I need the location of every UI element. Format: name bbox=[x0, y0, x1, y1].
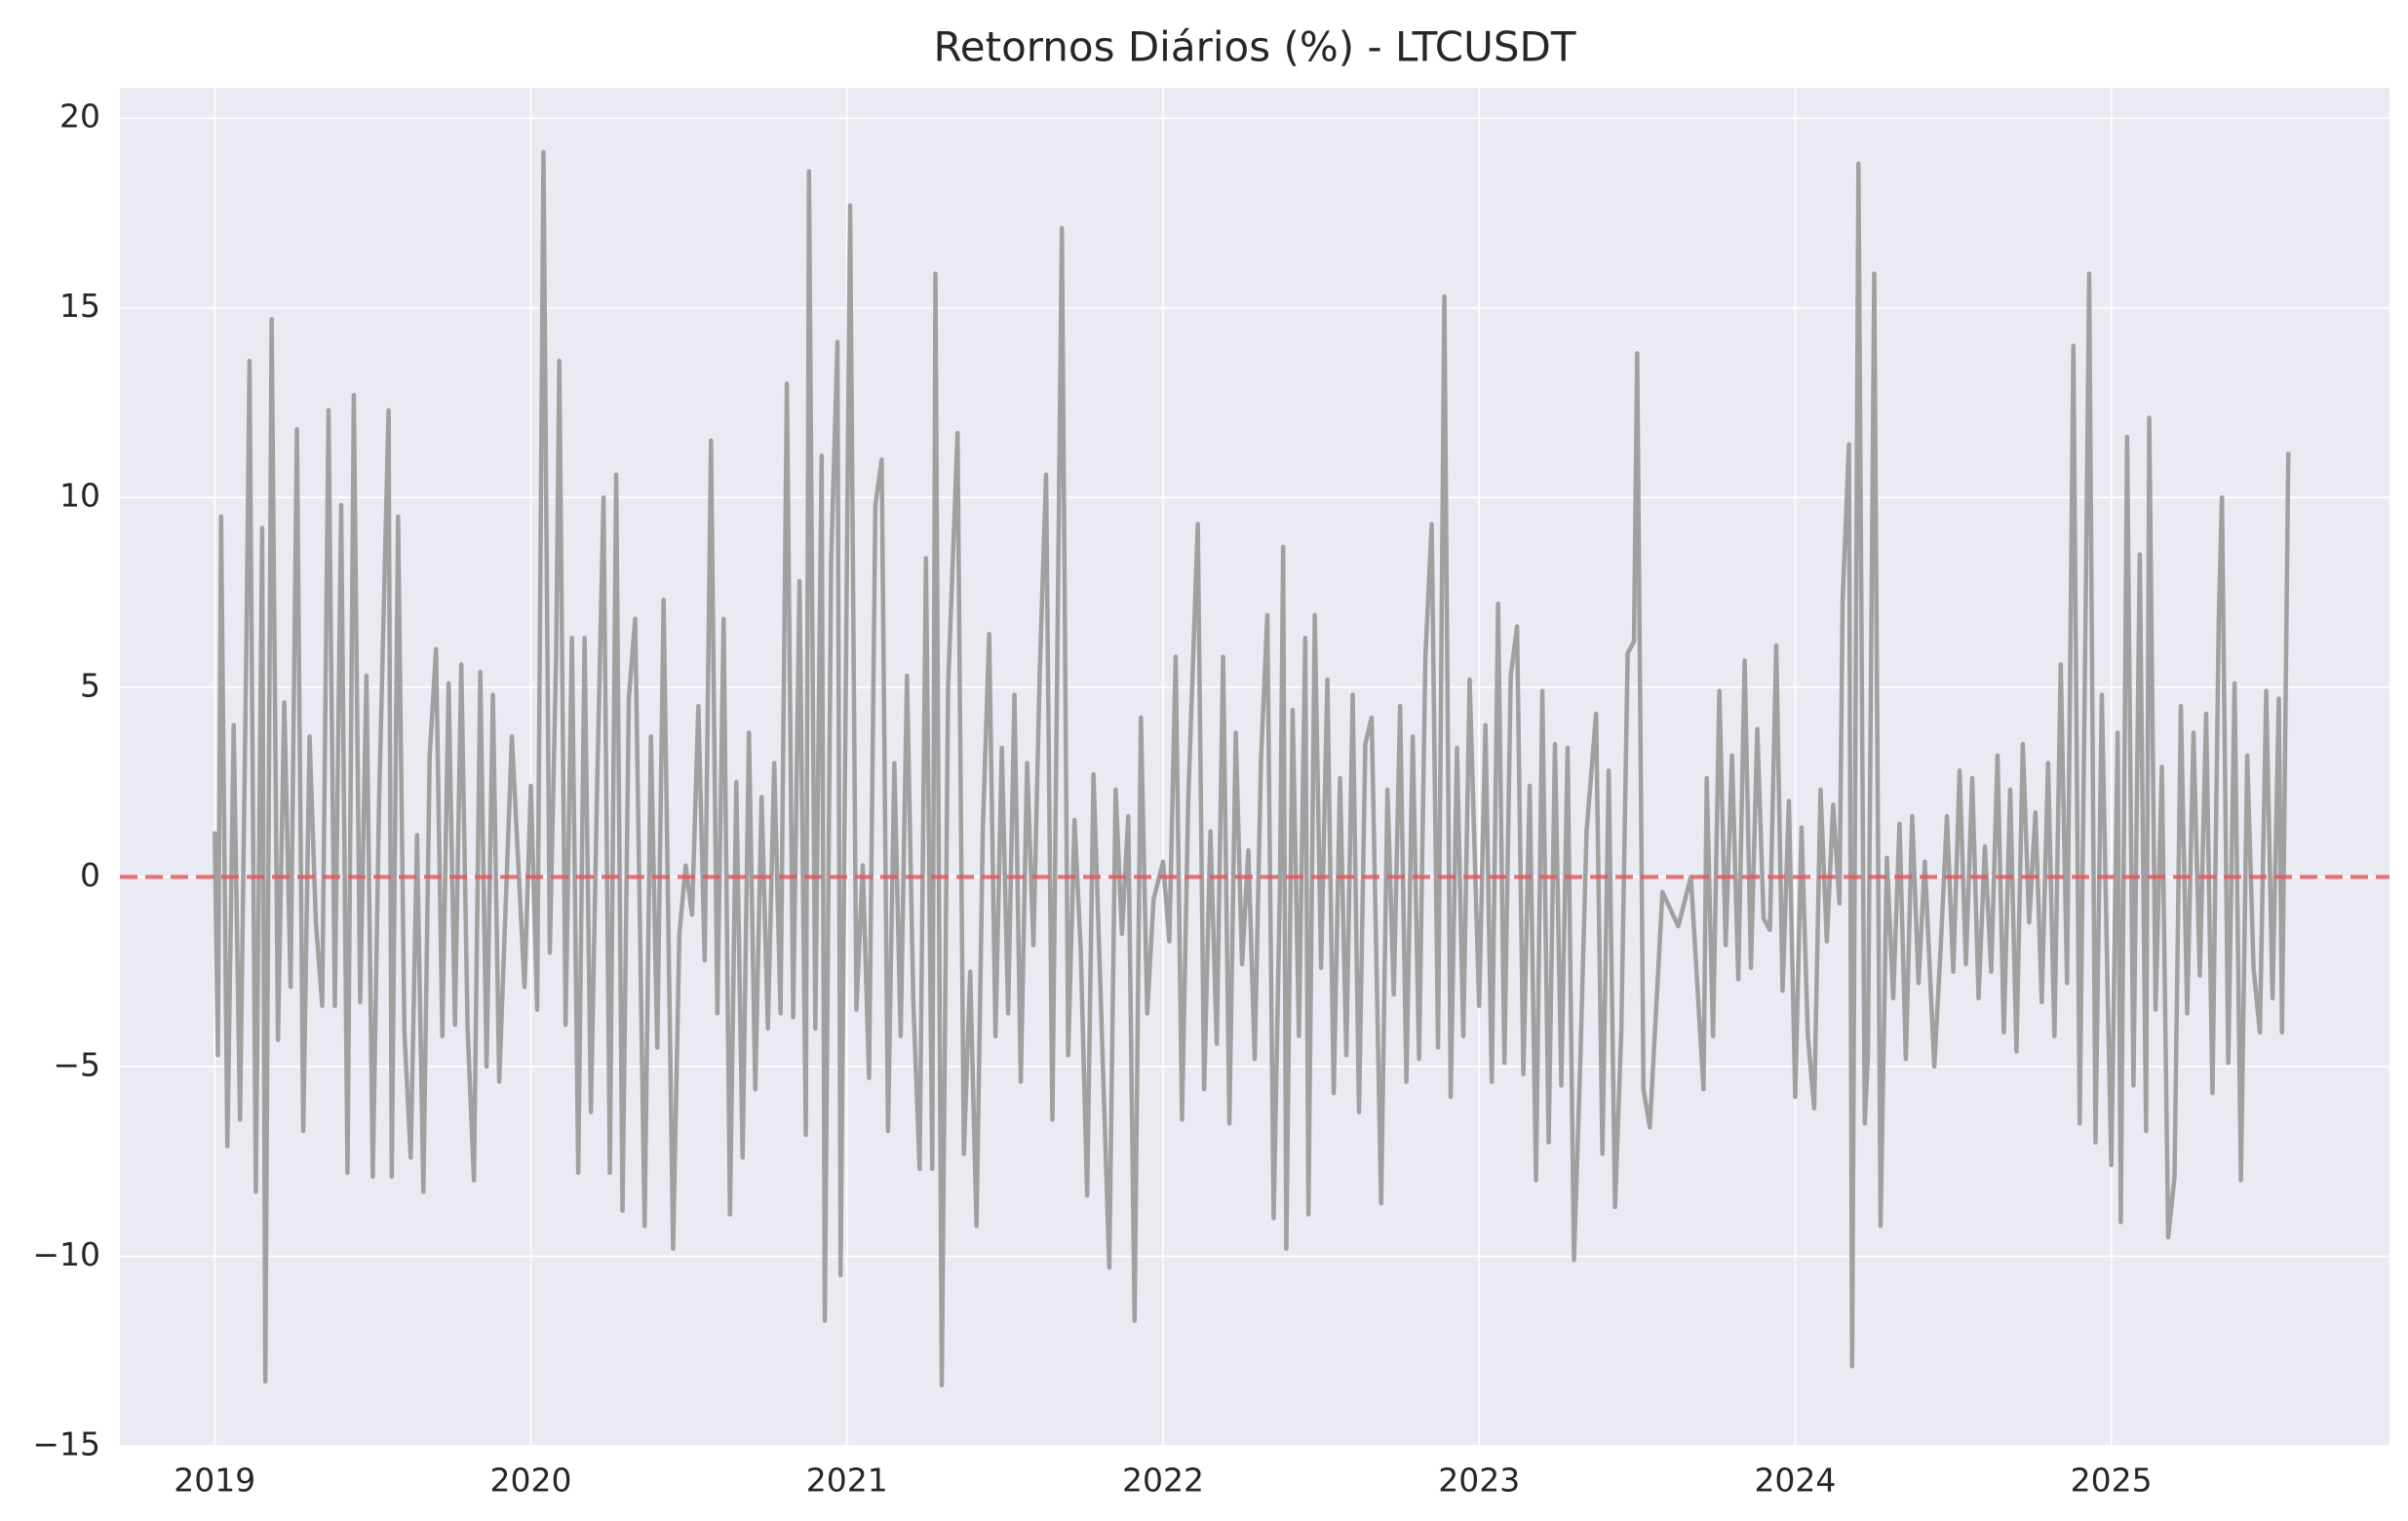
chart-title: Retornos Diários (%) - LTCUSDT bbox=[933, 23, 1575, 71]
x-tick-label: 2022 bbox=[1122, 1462, 1204, 1500]
y-tick-label: 0 bbox=[80, 856, 100, 894]
y-tick-label: 15 bbox=[59, 287, 100, 325]
y-tick-label: 5 bbox=[80, 666, 100, 704]
y-tick-label: −5 bbox=[53, 1045, 100, 1083]
x-tick-label: 2024 bbox=[1754, 1462, 1836, 1500]
data-line bbox=[213, 149, 2291, 1387]
y-tick-label: −10 bbox=[32, 1235, 100, 1273]
x-tick-label: 2019 bbox=[174, 1462, 255, 1500]
y-tick-label: −15 bbox=[32, 1425, 100, 1463]
x-tick-label: 2021 bbox=[806, 1462, 888, 1500]
x-tick-label: 2023 bbox=[1438, 1462, 1520, 1500]
y-tick-label: 20 bbox=[59, 98, 100, 136]
y-tick-label: 10 bbox=[59, 477, 100, 515]
x-tick-label: 2025 bbox=[2071, 1462, 2153, 1500]
x-tick-label: 2020 bbox=[490, 1462, 572, 1500]
plot-area bbox=[120, 88, 2389, 1446]
